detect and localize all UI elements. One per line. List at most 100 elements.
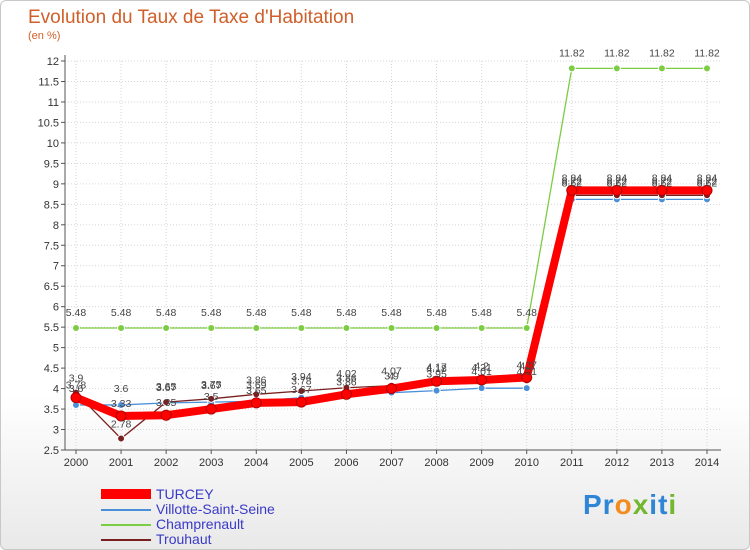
data-point-champrenault — [612, 64, 621, 73]
data-labels: 3.783.33 3.353.53.65 3.673.86 44.18 4.21 4.27… — [66, 47, 720, 430]
logo-letter: P — [583, 489, 603, 520]
data-point-champrenault — [657, 64, 666, 73]
data-label-champrenault: 5.48 — [246, 307, 267, 319]
data-point-champrenault — [72, 323, 80, 332]
data-label-villotte-saint-seine: 3.86 — [336, 372, 357, 384]
data-label-trouhaut: 3.75 — [201, 379, 222, 391]
x-tick-label: 2007 — [379, 457, 403, 469]
data-label-champrenault: 5.48 — [471, 307, 492, 319]
data-label-villotte-saint-seine: 3.6 — [69, 383, 84, 395]
y-tick-label: 6 — [53, 302, 59, 314]
y-tick-label: 9.5 — [44, 158, 59, 170]
data-point-champrenault — [432, 323, 441, 332]
y-tick-label: 5 — [53, 343, 59, 355]
x-tick-label: 2001 — [109, 457, 133, 469]
y-tick-label: 10.5 — [38, 117, 59, 129]
data-label-turcey: 4.21 — [471, 362, 492, 374]
chart-title: Evolution du Taux de Taxe d'Habitation — [28, 7, 355, 28]
data-point-villotte-saint-seine — [522, 384, 531, 393]
data-label-turcey: 3.78 — [66, 380, 87, 392]
data-label-trouhaut: 3.94 — [291, 371, 312, 383]
x-tick-label: 2000 — [64, 457, 88, 469]
data-point-villotte-saint-seine — [117, 400, 126, 409]
x-tick-label: 2002 — [154, 457, 178, 469]
data-label-champrenault: 11.82 — [649, 47, 675, 59]
legend-swatch-turcey — [101, 489, 151, 499]
data-label-villotte-saint-seine: 3.6 — [114, 383, 129, 395]
data-point-champrenault — [252, 323, 261, 332]
y-tick-label: 5.5 — [44, 322, 59, 334]
data-label-champrenault: 5.48 — [156, 307, 177, 319]
data-label-turcey: 4.18 — [426, 363, 447, 375]
data-point-turcey — [521, 372, 533, 384]
data-point-turcey — [386, 383, 397, 395]
data-label-villotte-saint-seine: 3.65 — [156, 381, 177, 393]
data-label-trouhaut: 8.72 — [607, 175, 628, 187]
data-label-champrenault: 5.48 — [111, 307, 132, 319]
data-label-villotte-saint-seine: 4.01 — [516, 366, 537, 378]
data-label-villotte-saint-seine: 8.62 — [607, 177, 628, 189]
data-point-champrenault — [567, 64, 576, 73]
data-label-villotte-saint-seine: 4.01 — [471, 366, 492, 378]
data-label-turcey: 4 — [389, 371, 395, 383]
y-tick-label: 7.5 — [44, 240, 59, 252]
data-point-turcey — [70, 392, 82, 404]
legend-label-champrenault: Champrenault — [156, 516, 244, 532]
data-label-trouhaut: 3.67 — [156, 382, 177, 394]
data-label-trouhaut: 8.72 — [697, 175, 718, 187]
data-point-turcey — [611, 184, 623, 196]
data-label-trouhaut: 3.9 — [69, 373, 84, 385]
data-label-champrenault: 5.48 — [381, 307, 402, 319]
data-point-champrenault — [207, 323, 216, 332]
data-label-trouhaut: 4.02 — [336, 368, 357, 380]
y-tick-label: 11.5 — [38, 76, 59, 88]
x-tick-label: 2006 — [334, 457, 358, 469]
data-label-champrenault: 5.48 — [426, 307, 447, 319]
data-label-trouhaut: 2.78 — [111, 419, 132, 431]
y-tick-label: 3 — [53, 425, 59, 437]
y-tick-label: 10 — [47, 138, 59, 150]
data-label-champrenault: 5.48 — [291, 307, 312, 319]
y-tick-label: 6.5 — [44, 281, 59, 293]
data-label-turcey: 3.67 — [291, 384, 312, 396]
x-tick-label: 2010 — [514, 457, 538, 469]
data-point-turcey — [476, 374, 488, 386]
y-tick-label: 3.5 — [44, 404, 59, 416]
legend-item-champrenault[interactable]: Champrenault — [101, 516, 361, 532]
legend-item-trouhaut[interactable]: Trouhaut — [101, 531, 361, 547]
data-label-turcey: 3.65 — [246, 385, 267, 397]
logo-letter: o — [614, 489, 633, 520]
logo-letter: i — [649, 489, 659, 520]
legend-item-villotte-saint-seine[interactable]: Villotte-Saint-Seine — [101, 501, 361, 517]
data-label-villotte-saint-seine: 8.62 — [697, 177, 718, 189]
x-tick-label: 2014 — [695, 457, 719, 469]
y-tick-label: 4.5 — [44, 363, 59, 375]
y-tick-label: 7 — [53, 261, 59, 273]
data-point-trouhaut — [207, 394, 216, 403]
data-label-trouhaut: 4.2 — [519, 360, 534, 372]
data-label-villotte-saint-seine: 3.69 — [246, 379, 267, 391]
axes: 2.5 3 3.5 4 4.5 5 5.5 6 6.5 7 7.5 8 8.5 9 9.5 10 10.5 11 1… — [38, 55, 721, 469]
data-point-champrenault — [522, 323, 531, 332]
data-label-turcey: 3.35 — [156, 397, 177, 409]
data-point-trouhaut — [117, 434, 126, 443]
x-tick-label: 2003 — [199, 457, 223, 469]
logo-letter: i — [668, 489, 678, 520]
data-point-turcey — [656, 184, 668, 196]
proxiti-logo: Proxiti — [583, 489, 677, 521]
data-point-champrenault — [342, 323, 351, 332]
data-label-champrenault: 11.82 — [559, 47, 585, 59]
data-label-trouhaut: 8.72 — [652, 175, 673, 187]
data-point-champrenault — [117, 323, 126, 332]
data-label-trouhaut: 8.72 — [562, 175, 583, 187]
y-axis-unit-label: (en %) — [28, 30, 61, 42]
data-label-champrenault: 5.48 — [66, 307, 87, 319]
data-label-turcey: 3.86 — [336, 376, 357, 388]
data-point-villotte-saint-seine — [477, 384, 486, 393]
legend-item-turcey[interactable]: TURCEY — [101, 486, 361, 502]
legend-swatch-trouhaut — [101, 539, 151, 541]
data-point-trouhaut — [297, 387, 306, 396]
x-tick-label: 2009 — [469, 457, 493, 469]
